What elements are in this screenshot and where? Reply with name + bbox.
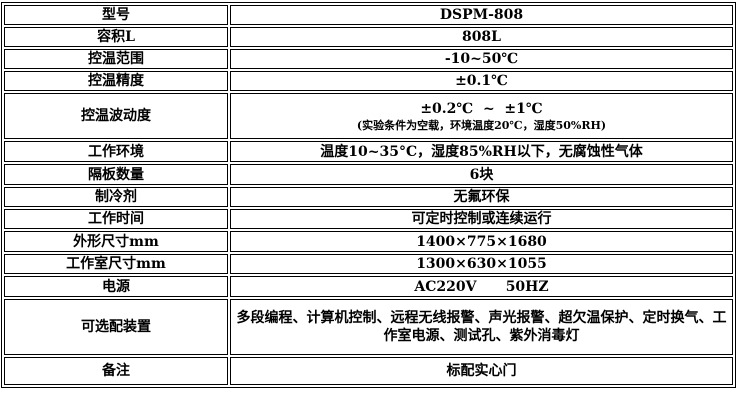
spec-value-text: 可定时控制或连续运行 <box>411 211 552 227</box>
table-row: 工作时间 可定时控制或连续运行 <box>4 209 733 229</box>
spec-value: 6块 <box>230 164 733 185</box>
table-row: 备注 标配实心门 <box>4 357 733 385</box>
table-row: 外形尺寸mm 1400×775×1680 <box>4 231 733 252</box>
spec-table: 型号 DSPM-808 容积L 808L 控温范围 -10~50℃ 控温精度 ±0.1℃ 控温波… <box>1 2 736 388</box>
table-row: 控温波动度 ±0.2℃ ~ ±1℃ (实验条件为空载，环境温度20℃，湿度50%RH… <box>4 93 733 139</box>
spec-value-text: 无氟环保 <box>453 189 510 205</box>
spec-label: 工作时间 <box>4 209 228 229</box>
spec-value: 1400×775×1680 <box>230 231 733 252</box>
spec-value: 温度10~35°C，湿度85%RH以下，无腐蚀性气体 <box>230 141 733 162</box>
table-row: 工作环境 温度10~35°C，湿度85%RH以下，无腐蚀性气体 <box>4 141 733 162</box>
table-row: 制冷剂 无氟环保 <box>4 187 733 207</box>
spec-value-text: ±0.1℃ <box>455 73 508 89</box>
spec-value-text: 标配实心门 <box>446 363 517 379</box>
spec-label: 隔板数量 <box>4 164 228 185</box>
spec-value: DSPM-808 <box>230 5 733 25</box>
spec-value-text: DSPM-808 <box>439 7 524 23</box>
spec-label: 控温精度 <box>4 71 228 91</box>
spec-value: ±0.1℃ <box>230 71 733 91</box>
spec-value: 无氟环保 <box>230 187 733 207</box>
table-row: 隔板数量 6块 <box>4 164 733 185</box>
spec-value: 可定时控制或连续运行 <box>230 209 733 229</box>
table-row: 可选配装置 多段编程、计算机控制、远程无线报警、声光报警、超欠温保护、定时换气、工… <box>4 299 733 355</box>
spec-label: 电源 <box>4 276 228 297</box>
spec-value-text: 1400×775×1680 <box>416 233 547 250</box>
table-row: 容积L 808L <box>4 27 733 47</box>
spec-label: 型号 <box>4 5 228 25</box>
spec-label: 控温波动度 <box>4 93 228 139</box>
spec-value-text: 温度10~35°C，湿度85%RH以下，无腐蚀性气体 <box>320 143 643 160</box>
spec-label: 可选配装置 <box>4 299 228 355</box>
table-row: 工作室尺寸mm 1300×630×1055 <box>4 254 733 274</box>
spec-value-text: 6块 <box>469 166 494 183</box>
spec-value-text: 808L <box>461 29 502 45</box>
spec-value-text: -10~50℃ <box>444 51 519 67</box>
table-row: 型号 DSPM-808 <box>4 5 733 25</box>
spec-value: 多段编程、计算机控制、远程无线报警、声光报警、超欠温保护、定时换气、工作室电源、… <box>230 299 733 355</box>
spec-value: 1300×630×1055 <box>230 254 733 274</box>
spec-label: 工作室尺寸mm <box>4 254 228 274</box>
spec-value-text: 多段编程、计算机控制、远程无线报警、声光报警、超欠温保护、定时换气、工作室电源、… <box>236 310 727 344</box>
spec-value-text: 1300×630×1055 <box>416 256 547 272</box>
table-row: 控温范围 -10~50℃ <box>4 49 733 69</box>
spec-label: 备注 <box>4 357 228 385</box>
spec-value: 808L <box>230 27 733 47</box>
spec-note: (实验条件为空载，环境温度20℃，湿度50%RH) <box>356 118 607 132</box>
table-row: 电源 AC220V 50HZ <box>4 276 733 297</box>
spec-value: -10~50℃ <box>230 49 733 69</box>
spec-value: 标配实心门 <box>230 357 733 385</box>
spec-value-text: AC220V 50HZ <box>414 278 549 295</box>
spec-label: 工作环境 <box>4 141 228 162</box>
spec-value: ±0.2℃ ~ ±1℃ (实验条件为空载，环境温度20℃，湿度50%RH) <box>230 93 733 139</box>
spec-value: AC220V 50HZ <box>230 276 733 297</box>
table-row: 控温精度 ±0.1℃ <box>4 71 733 91</box>
spec-label: 外形尺寸mm <box>4 231 228 252</box>
spec-label: 制冷剂 <box>4 187 228 207</box>
spec-label: 容积L <box>4 27 228 47</box>
spec-value-text: ±0.2℃ ~ ±1℃ <box>420 100 543 117</box>
spec-label: 控温范围 <box>4 49 228 69</box>
